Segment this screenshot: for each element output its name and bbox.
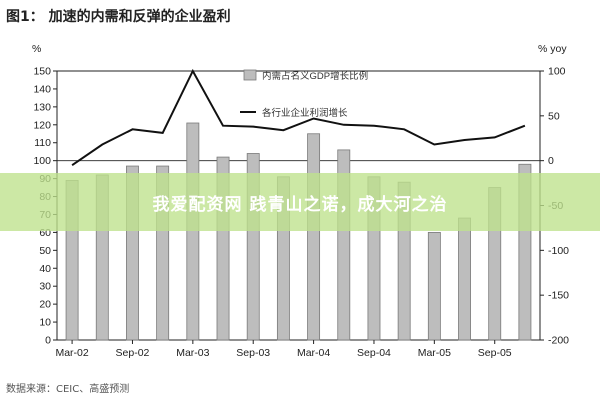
bar <box>307 133 321 341</box>
left-tick-label: 100 <box>33 155 51 167</box>
x-tick-label: Mar-03 <box>176 347 209 359</box>
x-tick-label: Mar-05 <box>418 347 451 359</box>
left-tick-label: 10 <box>39 317 51 329</box>
right-tick-label: -100 <box>548 245 569 257</box>
x-tick-label: Mar-04 <box>297 347 330 359</box>
right-tick-label: 50 <box>548 110 560 122</box>
right-axis-unit: % yoy <box>538 43 567 55</box>
right-tick-label: 100 <box>548 66 566 78</box>
legend-bar-swatch <box>243 69 257 81</box>
x-tick-label: Sep-05 <box>478 347 512 359</box>
legend: 内需占名义GDP增长比例 各行业企业利润增长 <box>240 69 368 119</box>
left-tick-label: 150 <box>33 66 51 78</box>
chart-title: 图1： 加速的内需和反弹的企业盈利 <box>6 9 231 25</box>
source-note: 数据来源：CEIC、高盛预测 <box>6 384 130 395</box>
x-tick-label: Sep-03 <box>236 347 270 359</box>
right-tick-label: -150 <box>548 290 569 302</box>
legend-line-label: 各行业企业利润增长 <box>262 107 348 119</box>
bar <box>186 122 200 341</box>
left-tick-label: 20 <box>39 299 51 311</box>
x-tick-label: Sep-04 <box>357 347 391 359</box>
left-tick-label: 60 <box>39 227 51 239</box>
left-tick-label: 30 <box>39 281 51 293</box>
left-tick-label: 0 <box>45 335 51 347</box>
x-tick-label: Mar-02 <box>55 347 88 359</box>
legend-bar-label: 内需占名义GDP增长比例 <box>262 70 368 82</box>
left-tick-label: 40 <box>39 263 51 275</box>
left-tick-label: 110 <box>34 137 51 149</box>
profit-line <box>71 68 526 167</box>
bar <box>427 231 441 341</box>
right-tick-label: -200 <box>548 335 569 347</box>
watermark-banner: 我爱配资网 践青山之诺，成大河之治 <box>0 173 600 231</box>
left-tick-label: 120 <box>33 119 51 131</box>
left-tick-label: 140 <box>33 83 51 95</box>
left-axis-unit: % <box>32 43 41 55</box>
left-tick-label: 50 <box>39 245 51 257</box>
right-tick-label: 0 <box>548 155 554 167</box>
x-tick-label: Sep-02 <box>116 347 150 359</box>
left-tick-label: 130 <box>33 101 51 113</box>
bar <box>458 217 471 341</box>
